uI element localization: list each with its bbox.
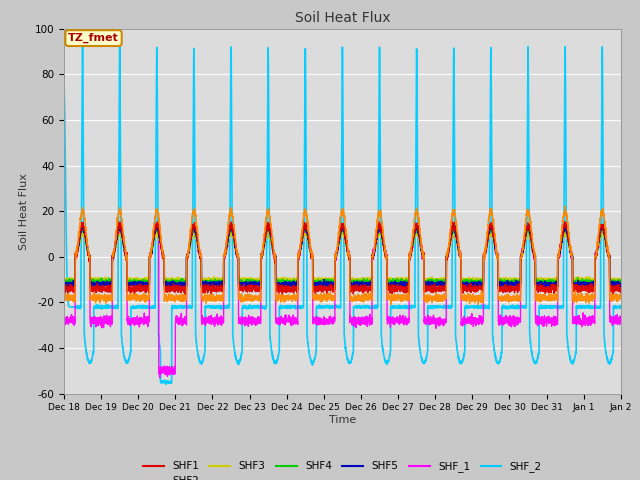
Y-axis label: Soil Heat Flux: Soil Heat Flux — [19, 173, 29, 250]
Text: TZ_fmet: TZ_fmet — [68, 33, 119, 43]
X-axis label: Time: Time — [329, 415, 356, 425]
Legend: SHF1, SHF2, SHF3, SHF4, SHF5, SHF_1, SHF_2: SHF1, SHF2, SHF3, SHF4, SHF5, SHF_1, SHF… — [139, 457, 546, 480]
Title: Soil Heat Flux: Soil Heat Flux — [294, 11, 390, 25]
